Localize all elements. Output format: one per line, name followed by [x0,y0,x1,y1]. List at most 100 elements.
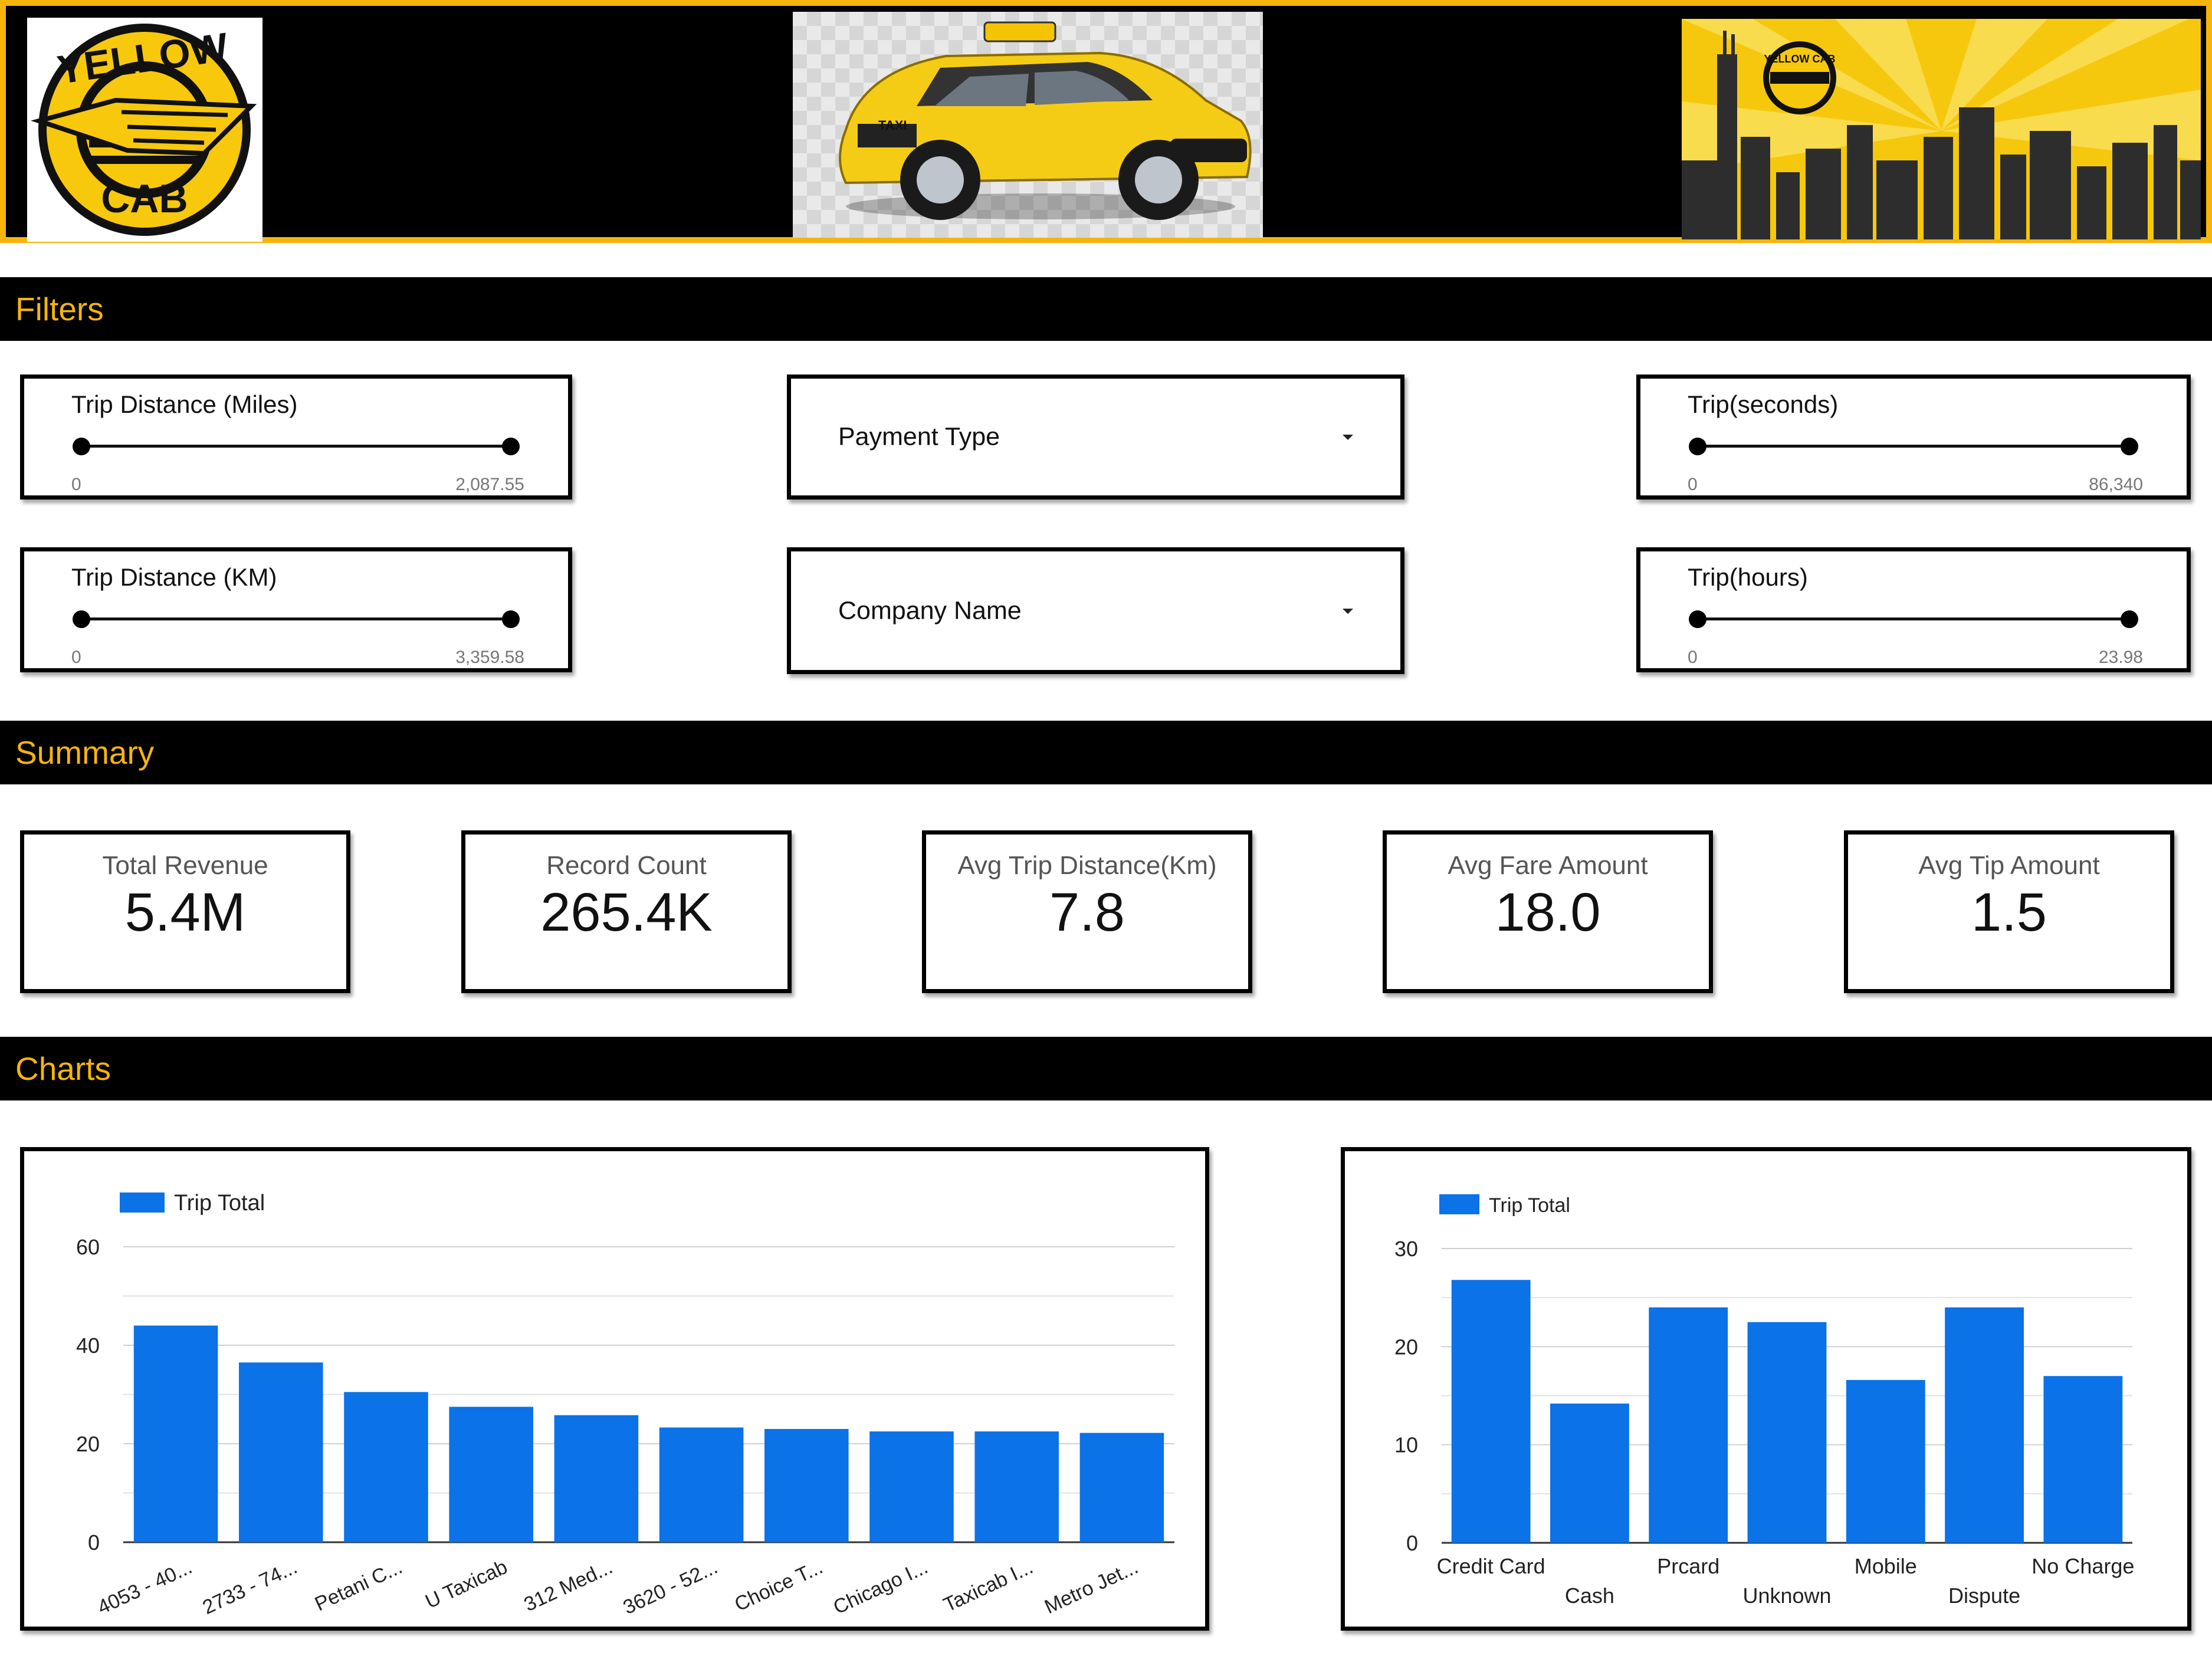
trip-distance-miles-slider[interactable]: Trip Distance (Miles) 0 2,087.55 [20,374,572,500]
slider-max-value: 3,359.58 [455,648,524,667]
x-tick-label: 4053 - 40... [94,1556,196,1619]
legend-label: Trip Total [1489,1194,1570,1217]
caret-down-icon[interactable] [1343,608,1353,614]
slider-max-value: 86,340 [2089,475,2143,494]
kpi-value: 7.8 [1049,882,1125,942]
kpi-value: 1.5 [1971,882,2047,942]
taxi-car-image: TAXI [793,12,1263,238]
x-tick-label: 3620 - 52... [620,1556,721,1619]
kpi-value: 18.0 [1495,882,1601,942]
yellow-cab-logo: YELLOW CAB [27,18,262,242]
dropdown-label: Payment Type [838,422,1000,451]
x-tick-label: Taxicab I... [940,1556,1036,1617]
slider-title: Trip Distance (Miles) [71,390,298,418]
car-plate-text: TAXI [878,118,907,133]
y-tick-label: 0 [88,1530,100,1555]
bar [1747,1322,1827,1543]
x-tick-label: Metro Jet... [1041,1556,1141,1618]
slider-track[interactable] [1697,445,2130,448]
city-logo-text: YELLOW CAB [1764,53,1836,65]
bar [1846,1379,1925,1543]
bar [554,1415,639,1542]
x-tick-label: No Charge [2032,1554,2134,1578]
total-revenue-card: Total Revenue 5.4M [20,830,350,993]
kpi-value: 5.4M [124,882,246,942]
slider-min-value: 0 [1688,648,1698,667]
bar [1550,1403,1629,1543]
bar [1079,1433,1164,1542]
avg-trip-distance-card: Avg Trip Distance(Km) 7.8 [922,830,1252,993]
bar [659,1427,744,1542]
bar [1649,1307,1728,1543]
slider-max-handle[interactable] [502,610,520,628]
bar [2043,1376,2123,1543]
slider-min-handle[interactable] [1689,438,1706,455]
company-name-dropdown[interactable]: Company Name [787,547,1404,674]
slider-min-handle[interactable] [73,610,90,628]
city-skyline-image: YELLOW CAB [1682,19,2201,239]
bar [1945,1307,2024,1543]
x-tick-label: 312 Med... [521,1556,616,1616]
bar [1451,1280,1531,1543]
slider-title: Trip Distance (KM) [71,563,277,591]
x-tick-label: Choice T... [731,1556,826,1616]
kpi-label: Total Revenue [102,851,268,880]
slider-max-value: 2,087.55 [455,475,524,494]
slider-max-handle[interactable] [2121,438,2138,455]
kpi-label: Avg Fare Amount [1448,851,1648,880]
bar [344,1392,428,1542]
slider-title: Trip(seconds) [1688,390,1839,418]
y-tick-label: 20 [76,1432,100,1456]
summary-section-title: Summary [15,734,155,771]
slider-track[interactable] [81,617,511,620]
bar [764,1428,849,1542]
legend-swatch [1439,1194,1479,1214]
x-tick-label: Mobile [1855,1554,1917,1578]
bar-chart-svg: Trip Total 0 10 20 30 Credit Card Cash Prcard Un… [1394,1194,2134,1608]
y-tick-label: 30 [1394,1237,1418,1261]
slider-track[interactable] [1697,617,2130,620]
slider-min-handle[interactable] [73,438,90,455]
kpi-label: Avg Tip Amount [1918,851,2100,880]
charts-section-bar: Charts [0,1037,2212,1100]
caret-down-icon[interactable] [1343,435,1353,440]
x-tick-label: Chicago I... [830,1556,931,1619]
slider-max-handle[interactable] [502,438,520,455]
kpi-value: 265.4K [540,882,713,942]
trip-hours-slider[interactable]: Trip(hours) 0 23.98 [1636,547,2191,672]
slider-min-handle[interactable] [1689,610,1706,628]
x-tick-label: Petani C... [311,1556,406,1616]
filters-section-title: Filters [15,291,104,327]
y-tick-label: 20 [1394,1335,1418,1359]
charts-section-title: Charts [15,1050,111,1087]
slider-min-value: 0 [71,475,81,494]
bar [239,1362,323,1542]
header-banner: YELLOW CAB TAXI [0,0,2212,243]
kpi-label: Record Count [546,851,707,880]
slider-max-value: 23.98 [2098,648,2143,667]
trip-distance-km-slider[interactable]: Trip Distance (KM) 0 3,359.58 [20,547,572,672]
avg-tip-amount-card: Avg Tip Amount 1.5 [1844,830,2174,993]
x-tick-label: 2733 - 74... [199,1556,301,1619]
x-tick-label: Cash [1565,1584,1614,1608]
slider-track[interactable] [81,445,511,448]
avg-fare-amount-card: Avg Fare Amount 18.0 [1383,830,1713,993]
x-tick-label: Credit Card [1437,1554,1545,1578]
kpi-label: Avg Trip Distance(Km) [957,851,1217,880]
x-tick-label: Dispute [1948,1584,2020,1608]
legend-label: Trip Total [174,1191,265,1215]
trip-total-by-company-chart: Trip Total 0 20 40 60 4053 - 40... 2733 - 74..… [20,1147,1209,1631]
bar [869,1431,954,1542]
slider-max-handle[interactable] [2121,610,2138,628]
trip-seconds-slider[interactable]: Trip(seconds) 0 86,340 [1636,374,2191,500]
bar [449,1407,533,1542]
legend-swatch [120,1192,165,1213]
x-tick-label: Unknown [1742,1584,1831,1608]
trip-total-by-payment-chart: Trip Total 0 10 20 30 Credit Card Cash Prcard Un… [1341,1147,2191,1631]
slider-title: Trip(hours) [1688,563,1808,591]
payment-type-dropdown[interactable]: Payment Type [787,374,1404,500]
dropdown-label: Company Name [838,596,1022,625]
record-count-card: Record Count 265.4K [461,830,792,993]
logo-text-bottom: CAB [101,176,188,221]
slider-min-value: 0 [1688,475,1698,494]
